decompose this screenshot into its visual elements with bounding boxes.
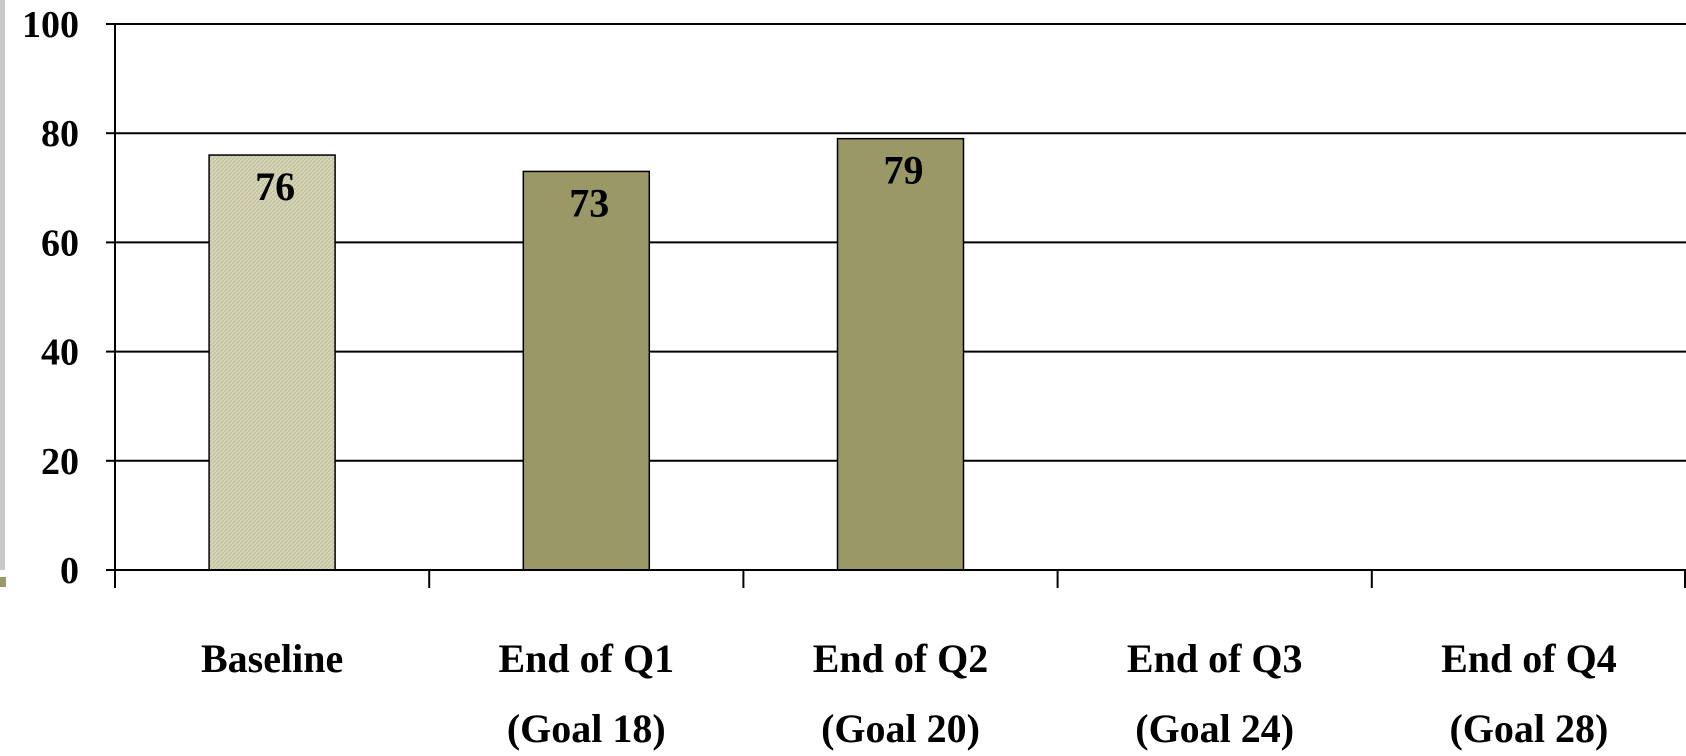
y-tick-label: 40 [41,332,79,374]
category-label: End of Q4 (Goal 28) [1441,636,1617,751]
data-label: 73 [569,180,609,225]
category-label: Baseline [201,636,343,681]
left-strip [0,0,5,570]
category-label: End of Q2 (Goal 20) [813,636,989,751]
data-label: 79 [884,148,924,193]
y-tick-label: 20 [41,441,79,483]
data-label: 76 [255,164,295,209]
left-accent [0,577,6,587]
bar [208,154,336,571]
y-tick-label: 80 [41,113,79,155]
category-label: End of Q3 (Goal 24) [1127,636,1303,751]
category-label: End of Q1 (Goal 18) [498,636,674,751]
y-tick-label: 0 [60,550,79,592]
y-tick-label: 60 [41,222,79,264]
y-tick-label: 100 [22,4,79,46]
bar [522,170,651,571]
bar [836,137,965,571]
